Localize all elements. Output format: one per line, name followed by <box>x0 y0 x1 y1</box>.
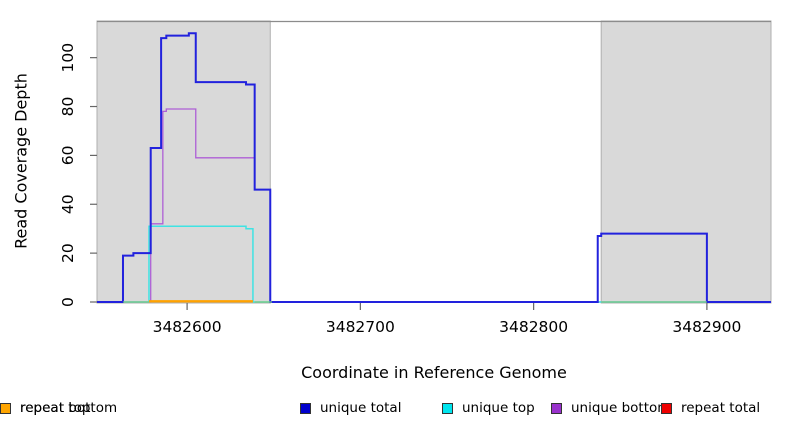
repeat-bottom-swatch-icon <box>0 402 11 414</box>
y-tick-label: 80 <box>59 97 77 117</box>
shaded-region-2 <box>600 20 772 304</box>
legend-item-unique-total: unique total <box>300 400 401 416</box>
series-unique-top <box>97 225 771 303</box>
legend-item-repeat-total: repeat total <box>661 400 760 416</box>
x-tick-label: 3482800 <box>499 318 568 336</box>
repeat-total-swatch-icon <box>661 402 672 414</box>
legend-label: repeat bottom <box>20 400 118 416</box>
unique-bottom-swatch-icon <box>551 402 562 414</box>
y-tick-label: 60 <box>59 146 77 166</box>
legend-item-repeat-bottom: repeat bottom <box>0 400 117 416</box>
legend-label: unique total <box>320 400 402 416</box>
legend-item-unique-bottom: unique bottom <box>551 400 670 416</box>
y-axis-label: Read Coverage Depth <box>11 73 31 249</box>
y-tick-label: 40 <box>59 194 77 214</box>
y-tick-label: 20 <box>59 243 77 263</box>
y-tick-label: 100 <box>59 43 77 73</box>
legend-item-unique-top: unique top <box>442 400 535 416</box>
legend-label: unique bottom <box>571 400 671 416</box>
x-tick-label: 3482700 <box>326 318 395 336</box>
x-tick-label: 3482600 <box>153 318 222 336</box>
legend-label: repeat total <box>681 400 761 416</box>
x-axis-label: Coordinate in Reference Genome <box>301 363 567 382</box>
legend-label: unique top <box>462 400 535 416</box>
y-tick-label: 0 <box>59 297 77 307</box>
x-tick-label: 3482900 <box>672 318 741 336</box>
unique-top-swatch-icon <box>442 402 453 414</box>
series-unique-total <box>97 32 771 303</box>
unique-total-swatch-icon <box>300 402 311 414</box>
coverage-plot: 3482600 3482700 3482800 3482900 0 20 40 60 80 100 <box>59 20 772 336</box>
legend-label: repeat top <box>20 400 91 416</box>
